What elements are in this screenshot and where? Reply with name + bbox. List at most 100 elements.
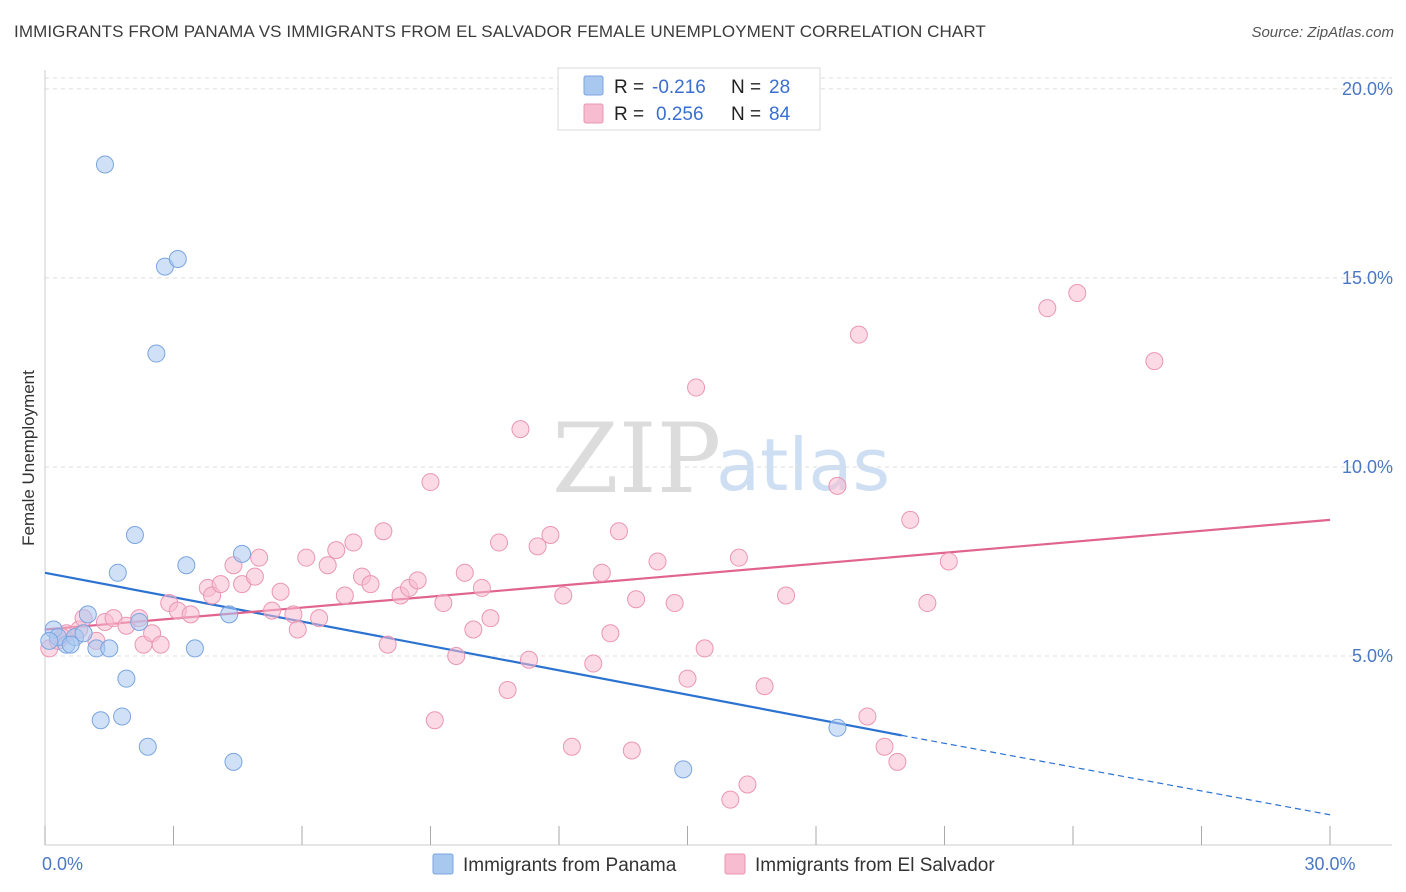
- stats-box: R = -0.216 N = 28 R = 0.256 N = 84: [557, 67, 821, 131]
- y-tick-label: 10.0%: [1342, 457, 1393, 477]
- point-el-salvador: [678, 669, 697, 688]
- point-panama: [138, 737, 157, 756]
- point-panama: [674, 760, 693, 779]
- point-el-salvador: [609, 522, 628, 541]
- point-el-salvador: [211, 575, 230, 594]
- point-el-salvador: [695, 639, 714, 658]
- point-el-salvador: [584, 654, 603, 673]
- point-el-salvador: [849, 325, 868, 344]
- point-el-salvador: [1068, 284, 1087, 303]
- point-el-salvador: [447, 646, 466, 665]
- point-el-salvador: [562, 737, 581, 756]
- point-el-salvador: [408, 571, 427, 590]
- point-panama: [117, 669, 136, 688]
- point-el-salvador: [777, 586, 796, 605]
- point-el-salvador: [455, 563, 474, 582]
- point-panama: [95, 155, 114, 174]
- stats-r-label-2: R =: [614, 104, 644, 125]
- point-panama: [168, 250, 187, 269]
- trend-extension-panama: [901, 734, 1331, 816]
- point-el-salvador: [263, 601, 282, 620]
- legend-swatch-el-salvador: [724, 853, 746, 875]
- grid-lines: [45, 77, 1392, 657]
- point-panama: [147, 344, 166, 363]
- point-el-salvador: [939, 552, 958, 571]
- stats-n-value-1: 28: [769, 77, 790, 98]
- point-panama: [224, 752, 243, 771]
- point-panama: [233, 544, 252, 563]
- point-el-salvador: [592, 563, 611, 582]
- watermark-atlas: atlas: [716, 423, 890, 507]
- point-el-salvador: [481, 609, 500, 628]
- stats-r-value-1: -0.216: [652, 77, 706, 98]
- point-el-salvador: [151, 635, 170, 654]
- point-el-salvador: [1038, 299, 1057, 318]
- point-el-salvador: [1145, 352, 1164, 371]
- point-el-salvador: [648, 552, 667, 571]
- point-panama: [74, 624, 93, 643]
- source-note: Source: ZipAtlas.com: [1251, 24, 1394, 41]
- point-el-salvador: [875, 737, 894, 756]
- point-panama: [113, 707, 132, 726]
- trend-lines: [44, 518, 1331, 816]
- data-points: [40, 155, 1164, 809]
- point-el-salvador: [541, 526, 560, 544]
- point-el-salvador: [288, 620, 307, 639]
- point-el-salvador: [554, 586, 573, 605]
- point-el-salvador: [310, 609, 329, 628]
- point-el-salvador: [665, 594, 684, 613]
- point-el-salvador: [828, 476, 847, 495]
- stats-r-value-2: 0.256: [656, 104, 704, 125]
- point-panama: [220, 605, 239, 624]
- point-el-salvador: [421, 473, 440, 492]
- point-el-salvador: [327, 541, 346, 560]
- point-panama: [828, 718, 847, 737]
- x-tick-label: 0.0%: [42, 854, 83, 874]
- y-tick-label: 5.0%: [1352, 646, 1393, 666]
- point-el-salvador: [472, 578, 491, 597]
- stats-r-label-1: R =: [614, 77, 644, 98]
- point-el-salvador: [374, 522, 393, 541]
- point-panama: [130, 612, 149, 631]
- y-axis-label: Female Unemployment: [19, 370, 38, 546]
- legend-label-panama: Immigrants from Panama: [463, 855, 677, 876]
- tick-labels: 5.0% 10.0% 15.0% 20.0% 0.0% 30.0%: [42, 79, 1393, 874]
- legend: Immigrants from Panama Immigrants from E…: [432, 853, 995, 876]
- point-el-salvador: [425, 711, 444, 730]
- stats-n-label-1: N =: [731, 77, 761, 98]
- x-tick-label: 30.0%: [1304, 854, 1355, 874]
- point-el-salvador: [181, 605, 200, 624]
- axes: [44, 70, 1392, 846]
- point-el-salvador: [464, 620, 483, 639]
- point-panama: [61, 635, 80, 654]
- point-el-salvador: [498, 681, 517, 699]
- point-el-salvador: [721, 790, 740, 809]
- point-el-salvador: [755, 677, 774, 696]
- point-panama: [100, 639, 119, 658]
- point-el-salvador: [511, 420, 530, 439]
- point-el-salvador: [335, 586, 354, 605]
- y-tick-label: 20.0%: [1342, 79, 1393, 99]
- point-el-salvador: [738, 775, 757, 794]
- point-el-salvador: [490, 533, 509, 552]
- point-panama: [108, 563, 127, 582]
- point-el-salvador: [627, 590, 646, 609]
- stats-swatch-el-salvador: [583, 103, 604, 124]
- watermark-zip: ZIP: [552, 403, 721, 515]
- point-el-salvador: [520, 650, 539, 669]
- trend-line-el-salvador: [44, 518, 1331, 631]
- point-el-salvador: [318, 556, 337, 575]
- point-el-salvador: [687, 378, 706, 397]
- point-panama: [125, 526, 144, 544]
- point-el-salvador: [361, 575, 380, 594]
- point-el-salvador: [250, 548, 269, 567]
- point-el-salvador: [245, 567, 264, 586]
- point-el-salvador: [271, 582, 290, 601]
- point-panama: [78, 605, 97, 624]
- point-el-salvador: [918, 594, 937, 613]
- chart-title: IMMIGRANTS FROM PANAMA VS IMMIGRANTS FRO…: [14, 22, 986, 41]
- point-el-salvador: [378, 635, 397, 654]
- point-el-salvador: [601, 624, 620, 643]
- point-el-salvador: [729, 548, 748, 567]
